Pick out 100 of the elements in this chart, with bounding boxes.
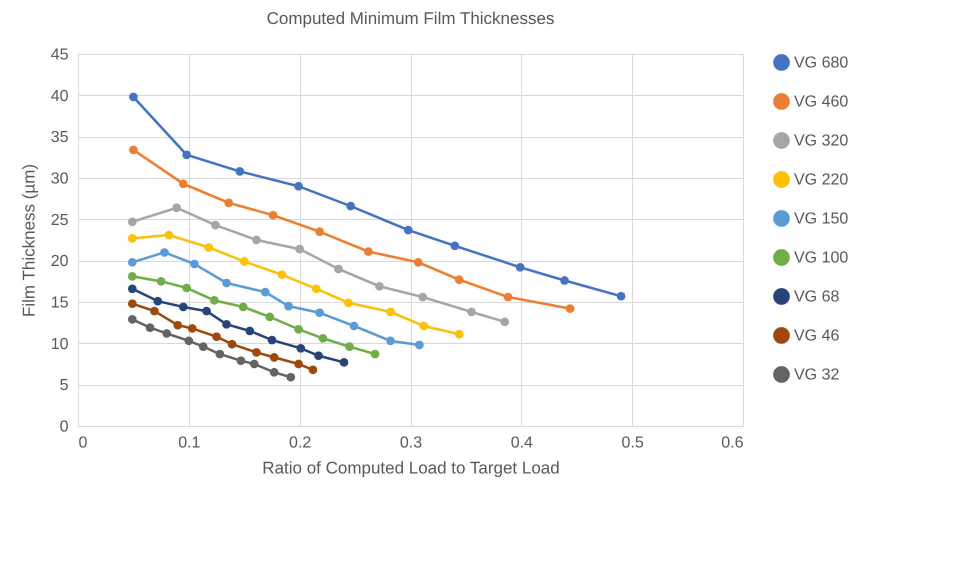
point <box>467 308 476 316</box>
x-tick-label: 0.2 <box>289 434 312 452</box>
point <box>188 324 196 333</box>
point <box>198 342 208 351</box>
x-tick-label: 0.5 <box>622 434 644 452</box>
point <box>278 270 286 280</box>
point <box>172 203 181 212</box>
point <box>414 258 423 267</box>
point <box>268 210 278 220</box>
point <box>286 372 296 382</box>
point <box>418 292 428 302</box>
point <box>500 318 510 326</box>
point <box>190 260 199 268</box>
point <box>128 299 137 308</box>
point <box>250 360 259 368</box>
point <box>238 302 248 312</box>
point <box>265 312 274 322</box>
y-tick-label: 25 <box>50 212 69 229</box>
legend-label: VG 680 <box>794 54 848 72</box>
point <box>454 330 464 339</box>
point <box>128 217 137 226</box>
point <box>386 308 395 316</box>
point <box>222 278 231 288</box>
point <box>504 292 512 302</box>
legend-label: VG 460 <box>794 94 848 110</box>
point <box>245 326 254 336</box>
point <box>160 248 169 257</box>
point <box>315 308 324 318</box>
chart-title: Computed Minimum Film Thicknesses <box>266 9 554 28</box>
y-axis-title: Film Thickness (µm) <box>20 164 39 318</box>
point <box>404 226 413 234</box>
legend-label: VG 68 <box>794 288 840 306</box>
point <box>294 324 303 334</box>
point <box>173 320 182 330</box>
legend-label: VG 320 <box>794 132 848 150</box>
point <box>156 277 166 286</box>
x-tick-label: 0.6 <box>721 434 744 452</box>
point <box>386 336 395 346</box>
point <box>222 320 231 329</box>
y-tick-label: 10 <box>50 336 69 353</box>
x-tick-label: 0.4 <box>510 434 534 452</box>
point <box>344 298 353 308</box>
point <box>284 302 293 310</box>
point <box>162 329 171 338</box>
point <box>315 227 324 236</box>
point <box>204 243 214 252</box>
point <box>128 284 137 294</box>
point <box>270 353 279 362</box>
point <box>212 332 221 342</box>
point <box>228 340 236 348</box>
point <box>370 350 380 358</box>
point <box>314 351 323 360</box>
point <box>150 306 159 316</box>
y-tick-label: 30 <box>50 170 69 188</box>
point <box>270 368 279 377</box>
y-tick-label: 15 <box>50 294 69 312</box>
point <box>128 272 137 281</box>
point <box>334 264 343 274</box>
y-tick-label: 20 <box>50 253 69 270</box>
point <box>146 323 154 332</box>
point <box>128 234 137 243</box>
legend-label: VG 150 <box>794 210 848 228</box>
point <box>129 146 138 154</box>
point <box>252 236 261 244</box>
y-tick-label: 40 <box>50 88 69 105</box>
point <box>345 342 354 351</box>
y-tick-label: 35 <box>50 129 69 146</box>
point <box>210 296 219 305</box>
point <box>178 302 188 312</box>
point <box>450 241 460 250</box>
point <box>236 356 246 366</box>
y-tick-label: 0 <box>60 418 69 436</box>
x-tick-label: 0 <box>78 434 88 452</box>
point <box>252 348 261 357</box>
x-axis-title: Ratio of Computed Load to Target Load <box>262 458 560 478</box>
point <box>240 257 249 266</box>
point <box>616 292 626 301</box>
point <box>184 336 194 346</box>
point <box>350 322 358 330</box>
point <box>178 179 188 188</box>
legend-label: VG 46 <box>794 328 840 344</box>
point <box>516 262 525 272</box>
point <box>566 304 574 313</box>
point <box>153 296 162 306</box>
point <box>340 358 348 367</box>
legend-label: VG 32 <box>794 366 840 384</box>
point <box>128 315 137 324</box>
point <box>129 92 138 102</box>
point <box>164 230 174 240</box>
point <box>128 258 137 267</box>
legend-label: VG 100 <box>794 250 848 266</box>
point <box>295 244 304 254</box>
point <box>454 275 464 284</box>
x-tick-label: 0.1 <box>178 434 201 452</box>
point <box>375 282 384 291</box>
point <box>308 365 318 374</box>
y-tick-label: 45 <box>50 46 69 64</box>
point <box>364 247 373 256</box>
point <box>211 220 220 230</box>
point <box>182 150 191 160</box>
